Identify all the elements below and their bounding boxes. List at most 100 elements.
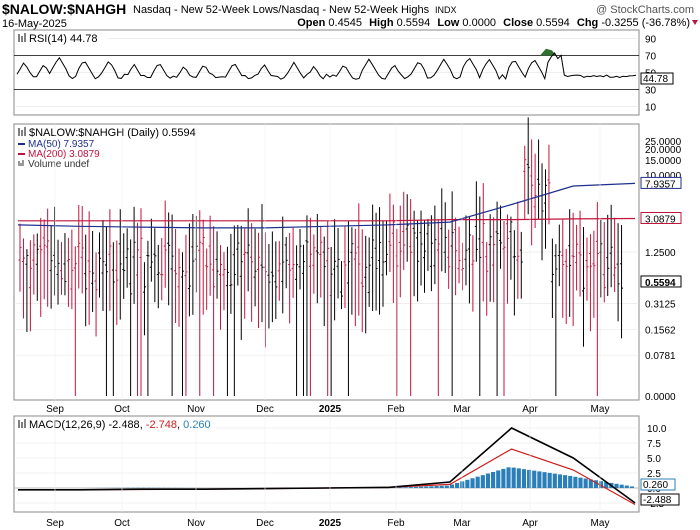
price-axis-label: 10.0000 (645, 171, 682, 182)
chart-exchange: INDX (435, 5, 457, 15)
price-x-axis: Sep Oct Nov Dec 2025 Feb Mar Apr May (46, 124, 609, 415)
x-axis-label: May (591, 518, 610, 529)
macd-hist-bar (516, 468, 521, 488)
price-tag-box (640, 275, 682, 288)
macd-hist-bar (563, 475, 568, 488)
macd-hist-bar (475, 476, 480, 488)
macd-hist-bar (568, 475, 573, 488)
macd-tag-hist: 0.260 (643, 480, 668, 491)
macd-tag-hist-bg (640, 478, 676, 491)
rsi-tick-label: 30 (645, 86, 657, 97)
macd-hist-bar (485, 473, 491, 488)
macd-panel: 10.07.55.02.50.0-2.5 0.260 -2.488 MACD(1… (13, 415, 680, 513)
macd-hist-bar (465, 479, 470, 488)
macd-hist-bar (506, 467, 511, 488)
macd-hist-bar (557, 474, 563, 488)
price-axis-label: 0.0781 (645, 351, 676, 362)
x-axis-label: Nov (187, 404, 205, 415)
macd-hist-bar (532, 470, 537, 488)
x-axis-label: Sep (46, 404, 64, 415)
macd-hist-bar (413, 486, 419, 488)
rsi-line (16, 52, 637, 81)
price-axis-label: 3.0879 (645, 214, 676, 225)
macd-hist-bar (424, 486, 429, 488)
price-axis-label: 0.3125 (645, 300, 676, 311)
x-axis-label: Feb (387, 404, 405, 415)
macd-label: MACD(12,26,9) -2.488, -2.748, 0.260 (29, 419, 211, 431)
price-axis-label: 1.2500 (645, 248, 676, 259)
x-axis-label: Apr (522, 518, 538, 529)
macd-hist-bar (583, 478, 588, 488)
x-axis-label: Sep (46, 518, 64, 529)
macd-hist-bar (429, 486, 434, 488)
x-axis-label: Apr (522, 404, 538, 415)
macd-hist-bar (408, 487, 413, 488)
macd-tag-macd-bg (640, 493, 680, 506)
macd-hist-bar (444, 485, 449, 488)
macd-label-bg (16, 418, 216, 430)
ma200-line (18, 217, 636, 222)
quote-line: Open 0.4545 High 0.5594 Low 0.0000 Close… (297, 17, 690, 29)
rsi-value-tag: 44.78 (643, 74, 668, 85)
rsi-tick-label: 70 (645, 52, 657, 63)
price-grid (14, 251, 639, 356)
price-axis-label: 20.0000 (645, 145, 682, 156)
ma50-line (17, 182, 636, 229)
price-bars (18, 117, 624, 396)
macd-hist-bar (588, 479, 593, 488)
macd-hist-bar (455, 482, 460, 488)
legend-volume: Volume undef (28, 159, 89, 170)
macd-hist-bar (403, 487, 408, 488)
macd-hist-bar (573, 476, 578, 488)
macd-hist-bar (547, 472, 552, 488)
rsi-label: RSI(14) 44.78 (29, 33, 97, 45)
macd-hist-bar (527, 469, 532, 488)
macd-hist-bar (434, 486, 439, 488)
legend-ma200: MA(200) 3.0879 (28, 149, 100, 160)
rsi-overbought-fill (540, 48, 556, 56)
price-axis-label: 0.0000 (645, 392, 676, 403)
macd-hist-bar (578, 477, 583, 488)
macd-hist-bar (614, 483, 619, 488)
macd-hist-bar (629, 486, 634, 488)
x-axis-label: Nov (187, 518, 205, 529)
legend-bg (16, 139, 86, 169)
watermark: @ StockCharts.com (596, 4, 694, 16)
macd-tick-label: 7.5 (647, 439, 661, 450)
macd-hist-bar (511, 467, 516, 488)
macd-hist-bar (449, 484, 455, 488)
macd-x-axis: Sep Oct Nov Dec 2025 Feb Mar Apr May (46, 416, 609, 529)
price-axis-label: 0.5594 (645, 278, 676, 289)
price-tag-box (640, 176, 682, 189)
x-axis-label: Dec (256, 518, 274, 529)
x-axis-label: 2025 (319, 518, 342, 529)
price-frame (13, 123, 640, 401)
rsi-tick-label: 90 (645, 35, 657, 46)
macd-frame (13, 415, 640, 513)
down-arrow-icon (692, 20, 698, 25)
macd-hist-bar (619, 484, 624, 488)
price-axis-label: 15.0000 (645, 156, 682, 167)
macd-hist-bar (552, 473, 557, 488)
x-axis-label: Oct (114, 518, 130, 529)
macd-hist-bar (521, 469, 527, 488)
macd-hist-bar (480, 475, 485, 488)
macd-hist-bar (542, 472, 547, 488)
macd-tag-macd: -2.488 (643, 495, 672, 506)
macd-hist-bar (624, 485, 629, 488)
rsi-grid (14, 38, 639, 107)
x-axis-label: Oct (114, 404, 130, 415)
macd-hist-bar (491, 472, 496, 488)
legend-ma50: MA(50) 7.9357 (28, 139, 95, 150)
price-tag-box (640, 211, 682, 224)
rsi-tick-label: 10 (645, 103, 657, 114)
price-axis-label: 7.9357 (645, 179, 676, 190)
chart-title-description: Nasdaq - New 52-Week Lows/Nasdaq - New 5… (133, 4, 430, 16)
macd-hist-bar (593, 480, 599, 488)
macd-hist-bar (398, 487, 403, 488)
macd-hist-bar (419, 486, 424, 488)
x-axis-label: 2025 (319, 404, 342, 415)
